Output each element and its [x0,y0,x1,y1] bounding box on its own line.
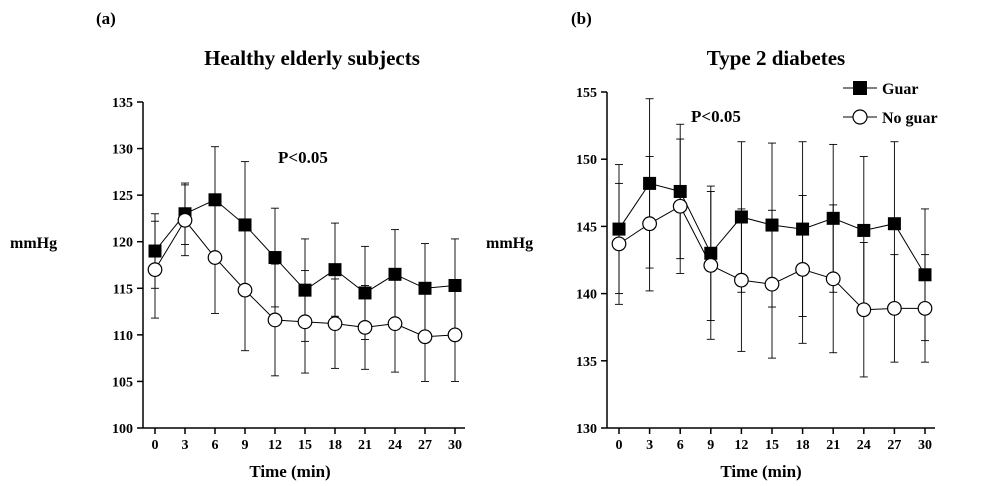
data-point-circle [387,316,403,332]
x-tick-label: 15 [298,438,312,453]
chart-title-a: Healthy elderly subjects [204,46,420,70]
x-tick-label: 12 [268,438,282,453]
data-point-circle [417,329,433,345]
x-tick-label: 30 [918,438,932,453]
x-tick-label: 27 [887,438,901,453]
x-tick-label: 6 [212,438,219,453]
data-point-circle [237,282,253,298]
data-point-square [448,278,462,292]
x-axis-label-b: Time (min) [720,462,801,481]
y-tick-label: 130 [576,422,597,437]
x-tick-label: 3 [646,438,653,453]
panel-label-b: (b) [571,9,592,28]
y-tick-label: 135 [112,96,133,111]
chart-panel-a: (a) Healthy elderly subjects mmHg Time (… [10,9,465,481]
data-point-circle [856,302,872,318]
data-point-square [418,281,432,295]
data-point-square [328,263,342,277]
axes-a: 100 105 110 115 120 125 130 135 0 3 6 9 12 15 18 21 24 27… [112,96,465,453]
y-tick-label: 125 [112,189,133,204]
significance-annotation-a: P<0.05 [278,148,328,167]
x-tick-label: 18 [328,438,342,453]
y-axis-label-b: mmHg [486,235,533,252]
x-tick-label: 24 [857,438,871,453]
y-tick-label: 100 [112,422,133,437]
y-tick-label: 135 [576,355,597,370]
data-point-square [857,223,871,237]
x-axis-label-a: Time (min) [249,462,330,481]
y-tick-label: 130 [112,143,133,158]
y-axis-label-a: mmHg [10,235,57,252]
data-point-square [208,193,222,207]
chart-panel-b: (b) Type 2 diabetes mmHg Time (min) P<0.… [486,9,938,481]
data-point-circle [764,276,780,292]
data-point-circle [327,316,343,332]
panel-label-a: (a) [96,9,116,28]
y-tick-label: 110 [113,329,133,344]
plot-area-b [611,98,933,378]
data-point-square [887,217,901,231]
x-tick-label: 27 [418,438,432,453]
x-tick-label: 21 [826,438,840,453]
data-point-square [388,267,402,281]
x-tick-label: 0 [616,438,623,453]
data-point-circle [825,271,841,287]
x-tick-label: 15 [765,438,779,453]
axes-b: 130 135 140 145 150 155 0 3 6 9 12 15 18 21 24 27 30 [576,86,935,453]
data-point-circle [447,327,463,343]
y-tick-label: 155 [576,86,597,101]
x-tick-label: 30 [448,438,462,453]
data-point-circle [917,300,933,316]
data-point-circle [357,320,373,335]
x-tick-label: 12 [734,438,748,453]
x-tick-label: 6 [677,438,684,453]
data-point-circle [703,257,719,273]
legend-b: Guar No guar [843,81,938,127]
data-point-circle [297,314,313,330]
chart-title-b: Type 2 diabetes [707,46,845,70]
significance-annotation-b: P<0.05 [691,107,741,126]
data-point-circle [795,262,810,277]
x-tick-label: 24 [388,438,402,453]
y-tick-label: 145 [576,220,597,235]
data-point-circle [887,300,902,316]
legend-label-guar: Guar [882,81,918,98]
y-tick-label: 115 [113,282,133,297]
series-b-open-circle [611,138,933,378]
data-point-circle [147,262,163,278]
data-point-circle [177,212,193,228]
data-point-circle [207,250,223,265]
data-point-square [238,218,252,232]
y-tick-label: 120 [112,236,133,251]
data-point-circle [642,216,657,232]
y-tick-label: 105 [112,375,133,390]
data-point-circle [672,198,688,214]
x-tick-label: 18 [796,438,810,453]
data-point-circle [611,236,627,252]
data-point-square [268,251,282,265]
y-tick-label: 150 [576,153,597,168]
legend-label-no-guar: No guar [882,110,938,127]
plot-area-a [147,146,463,382]
x-tick-label: 21 [358,438,372,453]
y-tick-label: 140 [576,288,597,303]
legend-marker-guar [853,81,867,95]
data-point-circle [734,272,749,288]
x-tick-label: 9 [707,438,714,453]
x-tick-label: 0 [152,438,159,453]
x-tick-label: 9 [242,438,249,453]
legend-marker-no-guar [852,109,868,125]
series-a-open-circle [147,184,463,382]
x-tick-label: 3 [182,438,189,453]
data-point-circle [267,312,283,328]
